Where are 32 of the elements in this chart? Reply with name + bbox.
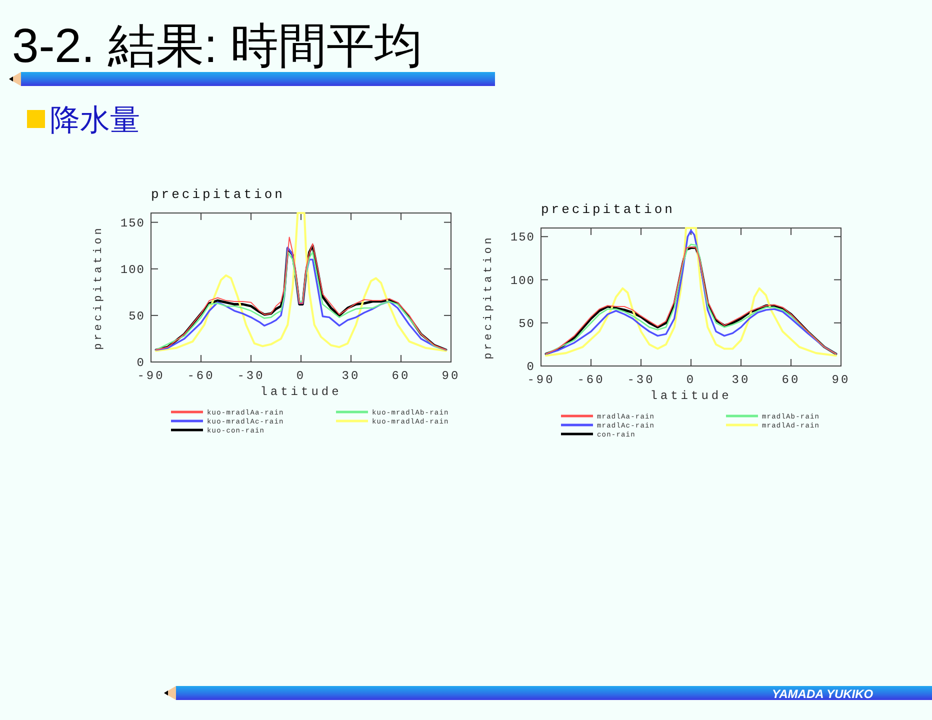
x-tick-label: 60 <box>782 373 800 387</box>
y-tick-label: 150 <box>120 216 145 230</box>
y-tick-label: 0 <box>526 360 535 374</box>
x-tick-label: 0 <box>686 373 696 387</box>
x-tick-label: 90 <box>832 373 850 387</box>
y-tick-label: 50 <box>128 309 145 324</box>
x-tick-label: 60 <box>392 369 410 383</box>
x-axis-title: latitude <box>260 385 342 399</box>
x-tick-label: -30 <box>237 369 265 383</box>
text: 降水量 <box>50 104 140 137</box>
x-tick-label: -60 <box>577 373 605 387</box>
y-axis-title: precipitation <box>483 234 495 360</box>
x-tick-label: -90 <box>137 369 165 383</box>
x-tick-label: 30 <box>732 373 750 387</box>
y-tick-label: 0 <box>136 356 145 370</box>
text: 3-2. 結果: 時間平均 <box>12 20 423 73</box>
y-axis-title: precipitation <box>93 225 105 350</box>
x-tick-label: -60 <box>187 369 215 383</box>
x-tick-label: 0 <box>296 369 306 383</box>
x-tick-label: -90 <box>527 373 555 387</box>
y-tick-label: 150 <box>510 230 535 245</box>
y-tick-label: 100 <box>120 262 145 277</box>
x-axis-title: latitude <box>650 389 732 403</box>
y-tick-label: 50 <box>518 316 535 331</box>
chart-title: precipitation <box>541 202 675 217</box>
text: YAMADA YUKIKO <box>772 687 874 701</box>
y-tick-label: 100 <box>510 274 535 288</box>
x-tick-label: -30 <box>627 373 655 387</box>
x-tick-label: 30 <box>342 369 360 383</box>
x-tick-label: 90 <box>442 369 460 383</box>
line-series <box>154 212 448 352</box>
chart-title: precipitation <box>151 187 285 202</box>
